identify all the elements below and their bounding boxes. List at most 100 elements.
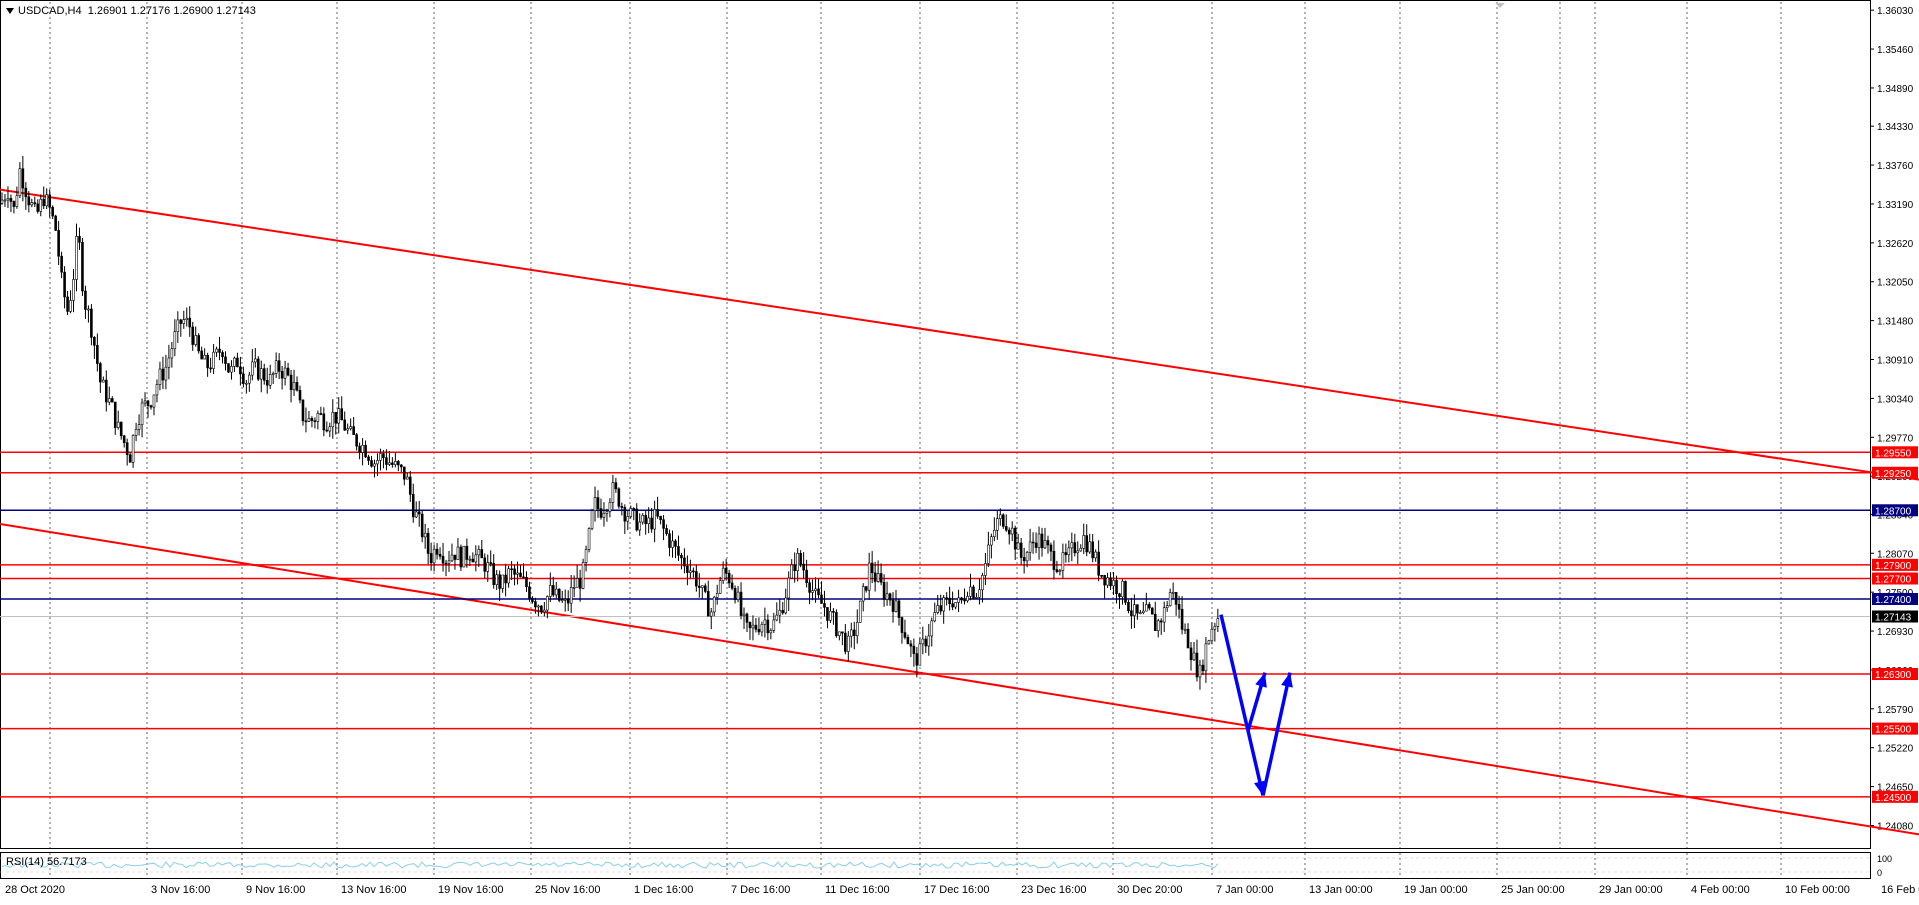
candle-body xyxy=(319,413,323,415)
candle-body xyxy=(927,635,931,647)
candle-body xyxy=(709,611,713,617)
candle-body xyxy=(1004,526,1008,531)
candle-body xyxy=(197,335,200,352)
candle-body xyxy=(695,571,698,587)
candle-body xyxy=(1013,527,1017,550)
candle-body xyxy=(209,367,212,370)
candle-body xyxy=(1067,547,1071,556)
candle-body xyxy=(525,577,528,588)
candle-body xyxy=(328,426,332,432)
candle-body xyxy=(873,572,877,582)
candle-body xyxy=(775,614,779,621)
candle-body xyxy=(549,585,552,597)
level-badge xyxy=(1872,572,1918,585)
candle-body xyxy=(60,255,63,273)
candle-body xyxy=(1189,647,1193,661)
candle-body xyxy=(781,610,785,614)
forecast-arrow-up-1-head xyxy=(1255,672,1267,688)
candle-body xyxy=(313,420,317,423)
candle-body xyxy=(754,624,758,630)
candle-body xyxy=(540,605,543,613)
forecast-arrow-up-2-head xyxy=(1281,672,1293,688)
forecast-arrow-up-2 xyxy=(1261,672,1292,796)
candle-body xyxy=(763,619,767,625)
candle-body xyxy=(480,549,484,559)
candle-body xyxy=(426,532,430,554)
y-tick-label: 1.34890 xyxy=(1877,84,1914,95)
candle-body xyxy=(596,497,600,509)
candle-body xyxy=(906,637,910,645)
candle-body xyxy=(367,456,370,461)
candle-body xyxy=(861,586,865,602)
candle-body xyxy=(990,536,993,546)
candle-body xyxy=(1204,643,1208,672)
candle-body xyxy=(885,593,889,600)
candle-body xyxy=(584,549,588,563)
candle-body xyxy=(1037,533,1041,548)
candle-body xyxy=(674,540,677,547)
candle-body xyxy=(191,326,195,345)
y-tick-label: 1.24080 xyxy=(1877,821,1914,832)
candle-body xyxy=(149,405,153,408)
candle-body xyxy=(748,622,752,629)
candle-body xyxy=(400,464,403,468)
candle-body xyxy=(391,462,394,465)
candle-body xyxy=(78,236,81,243)
candle-body xyxy=(1058,570,1062,573)
candle-body xyxy=(420,513,424,538)
candle-body xyxy=(918,643,922,666)
candle-body xyxy=(698,585,701,588)
candle-body xyxy=(745,613,749,623)
candle-body xyxy=(116,421,120,428)
x-tick-label: 7 Jan 00:00 xyxy=(1216,884,1274,896)
candle-body xyxy=(24,187,28,198)
candle-body xyxy=(629,508,633,517)
candle-body xyxy=(453,554,457,560)
candle-body xyxy=(519,572,522,578)
candle-body xyxy=(686,565,689,573)
candle-body xyxy=(206,354,209,369)
candle-body xyxy=(1156,620,1160,631)
candle-body xyxy=(1177,604,1181,610)
candle-body xyxy=(557,588,561,601)
candle-body xyxy=(254,358,257,363)
y-tick-label: 1.30340 xyxy=(1877,394,1914,405)
candle-body xyxy=(155,384,159,396)
candle-body xyxy=(879,573,883,583)
candle-body xyxy=(817,588,820,596)
candle-body xyxy=(891,599,895,612)
collapse-triangle-icon[interactable] xyxy=(6,8,14,15)
candle-body xyxy=(766,619,770,634)
candle-body xyxy=(1082,535,1086,549)
level-badge xyxy=(1872,592,1918,605)
candle-body xyxy=(826,607,829,621)
candle-body xyxy=(823,603,826,608)
forecast-down-leg xyxy=(1219,614,1250,732)
candle-body xyxy=(358,445,361,453)
candle-body xyxy=(1019,542,1023,558)
candle-body xyxy=(507,568,510,584)
candle-body xyxy=(262,368,266,381)
rsi-scale-top: 100 xyxy=(1877,854,1892,864)
candle-body xyxy=(274,360,278,374)
candle-body xyxy=(662,519,665,529)
candle-body xyxy=(6,198,10,201)
candle-body xyxy=(459,546,463,568)
candle-body xyxy=(1016,542,1020,550)
candle-body xyxy=(125,442,129,456)
candle-body xyxy=(832,610,835,613)
x-tick-label: 10 Feb 00:00 xyxy=(1785,884,1850,896)
candle-body xyxy=(546,596,549,611)
candle-body xyxy=(131,435,135,463)
candle-body xyxy=(1112,580,1115,587)
candle-body xyxy=(802,563,805,571)
y-tick-label: 1.28070 xyxy=(1877,549,1914,560)
candle-body xyxy=(385,457,388,465)
candle-body xyxy=(462,545,466,568)
candle-body xyxy=(641,515,645,523)
candle-body xyxy=(1121,580,1124,598)
candle-body xyxy=(1094,551,1097,559)
candle-body xyxy=(677,546,680,556)
